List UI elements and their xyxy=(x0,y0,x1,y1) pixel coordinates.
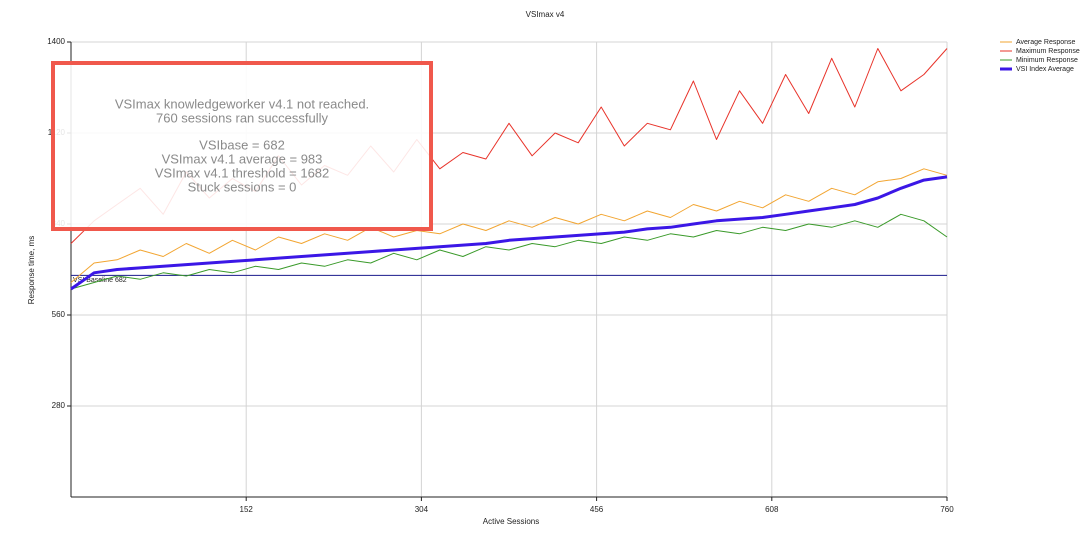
y-tick-label: 560 xyxy=(52,310,66,319)
legend-label: Maximum Response xyxy=(1016,48,1080,55)
x-axis-label: Active Sessions xyxy=(483,517,539,526)
series-line xyxy=(70,213,948,290)
annotation-line: 760 sessions ran successfully xyxy=(156,110,328,125)
x-tick-label: 456 xyxy=(590,505,604,514)
annotation-line: VSImax knowledgeworker v4.1 not reached. xyxy=(115,96,369,111)
annotation-box xyxy=(51,61,433,231)
series-line xyxy=(70,168,948,283)
y-axis-label: Response time, ms xyxy=(27,236,36,304)
annotation-line: VSIbase = 682 xyxy=(199,137,285,152)
annotation-line: Stuck sessions = 0 xyxy=(188,179,297,194)
series-line xyxy=(70,175,948,291)
y-tick-label: 1400 xyxy=(47,37,65,46)
chart-title: VSImax v4 xyxy=(526,10,565,19)
legend-label: VSI Index Average xyxy=(1016,66,1074,73)
annotation-line: VSImax v4.1 threshold = 1682 xyxy=(155,165,330,180)
legend-label: Average Response xyxy=(1016,39,1076,46)
y-tick-label: 280 xyxy=(52,401,66,410)
legend-label: Minimum Response xyxy=(1016,57,1078,64)
x-tick-label: 608 xyxy=(765,505,779,514)
x-tick-label: 152 xyxy=(240,505,254,514)
x-tick-label: 304 xyxy=(415,505,429,514)
x-tick-label: 760 xyxy=(940,505,954,514)
annotation-line: VSImax v4.1 average = 983 xyxy=(162,151,323,166)
